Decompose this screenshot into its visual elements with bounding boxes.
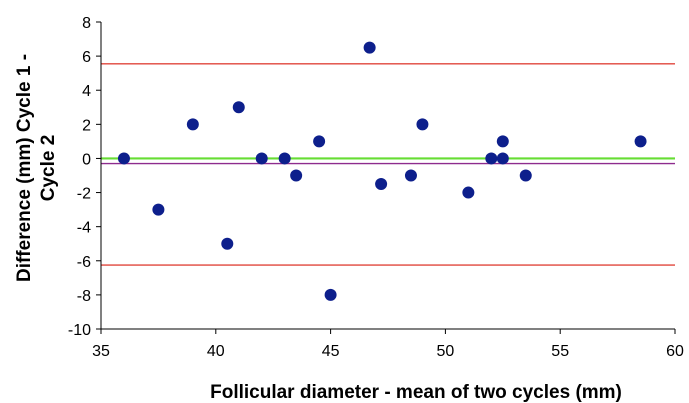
data-point xyxy=(462,186,475,199)
data-point xyxy=(278,152,291,165)
x-tick-label: 45 xyxy=(322,343,340,360)
x-tick-label: 60 xyxy=(666,343,684,360)
y-tick-label: 8 xyxy=(82,15,91,32)
y-tick-label: 0 xyxy=(82,151,91,168)
data-point xyxy=(496,152,509,165)
y-tick-label: 2 xyxy=(82,117,91,134)
data-point xyxy=(152,203,165,216)
y-tick-label: -2 xyxy=(77,186,91,203)
data-point xyxy=(313,135,326,148)
data-point xyxy=(232,101,245,114)
data-point xyxy=(375,178,388,191)
y-tick-label: -8 xyxy=(77,288,91,305)
data-point xyxy=(416,118,429,131)
reference-lines xyxy=(101,63,675,266)
x-tick-label: 50 xyxy=(437,343,455,360)
y-tick-label: -10 xyxy=(68,322,91,339)
data-point xyxy=(363,41,376,54)
data-point xyxy=(404,169,417,182)
data-point xyxy=(324,288,337,301)
axes xyxy=(96,21,676,334)
data-point xyxy=(496,135,509,148)
data-points xyxy=(117,41,647,301)
data-point xyxy=(186,118,199,131)
y-axis-title-line-2: Cycle 2 xyxy=(38,135,59,202)
y-tick-label: 6 xyxy=(82,49,91,66)
data-point xyxy=(221,237,234,250)
data-point xyxy=(485,152,498,165)
x-tick-label: 35 xyxy=(92,343,110,360)
y-tick-label: -4 xyxy=(77,220,91,237)
x-tick-label: 40 xyxy=(207,343,225,360)
data-point xyxy=(117,152,130,165)
x-tick-label: 55 xyxy=(551,343,569,360)
y-axis-title: Difference (mm) Cycle 1 - Cycle 2 xyxy=(14,54,59,282)
y-tick-label: 4 xyxy=(82,83,91,100)
y-axis-title-line-1: Difference (mm) Cycle 1 - xyxy=(14,54,35,282)
data-point xyxy=(255,152,268,165)
tick-labels: 35 40 45 50 55 60 8 6 4 2 0 -2 -4 -6 -8 -10 xyxy=(68,15,684,360)
data-point xyxy=(519,169,532,182)
y-tick-label: -6 xyxy=(77,254,91,271)
data-point xyxy=(634,135,647,148)
x-axis-title: Follicular diameter - mean of two cycles… xyxy=(210,382,622,403)
data-point xyxy=(290,169,303,182)
